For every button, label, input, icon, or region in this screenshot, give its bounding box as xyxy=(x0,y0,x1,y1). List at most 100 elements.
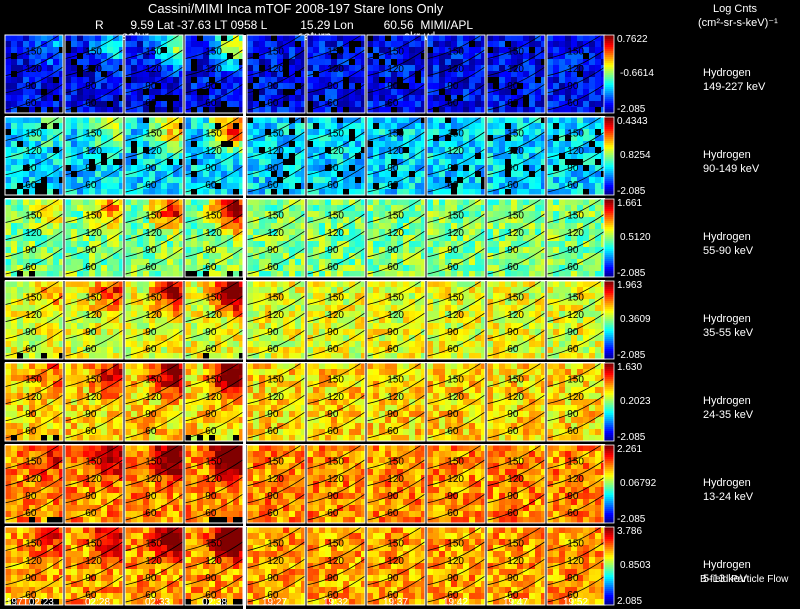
heatmap-cell xyxy=(233,217,239,223)
heatmap-cell xyxy=(185,271,191,277)
contour-line xyxy=(486,83,546,111)
heatmap-cell xyxy=(547,107,553,113)
heatmap-cell xyxy=(499,147,505,153)
heatmap-cell xyxy=(35,177,41,183)
heatmap-cell xyxy=(415,241,421,247)
heatmap-cell xyxy=(499,165,505,171)
heatmap-cell xyxy=(167,353,173,359)
heatmap-cell xyxy=(95,293,101,299)
heatmap-cell xyxy=(71,171,77,177)
heatmap-cell xyxy=(167,165,173,171)
heatmap-cell xyxy=(373,205,379,211)
heatmap-cell xyxy=(481,101,485,107)
heatmap-cell xyxy=(355,253,361,259)
colorbar-segment xyxy=(604,43,614,45)
heatmap-cell xyxy=(391,53,397,59)
heatmap-cell xyxy=(307,77,313,83)
contour-line xyxy=(546,131,606,159)
heatmap-cell xyxy=(41,177,47,183)
contour-label: 120 xyxy=(447,228,464,239)
heatmap-cell xyxy=(319,101,325,107)
heatmap-cell xyxy=(247,189,253,195)
heatmap-cell xyxy=(253,59,259,65)
heatmap-cell xyxy=(173,47,179,53)
heatmap-cell xyxy=(131,123,137,129)
heatmap-cell xyxy=(499,89,505,95)
heatmap-cell xyxy=(215,205,221,211)
heatmap-cell xyxy=(77,217,83,223)
heatmap-cell xyxy=(595,41,601,47)
heatmap-cell xyxy=(421,35,425,41)
heatmap-cell xyxy=(179,235,183,241)
heatmap-cell xyxy=(397,129,403,135)
heatmap-cell xyxy=(197,65,203,71)
heatmap-cell xyxy=(233,323,239,329)
heatmap-cell xyxy=(227,323,233,329)
heatmap-cell xyxy=(71,259,77,265)
heatmap-cell xyxy=(577,147,583,153)
heatmap-cell xyxy=(47,71,53,77)
heatmap-cell xyxy=(451,89,457,95)
panel-frame xyxy=(426,34,486,114)
heatmap-cell xyxy=(457,135,463,141)
heatmap-cell xyxy=(343,101,349,107)
heatmap-cell xyxy=(29,59,35,65)
heatmap-cell xyxy=(167,183,173,189)
heatmap-cell xyxy=(143,317,149,323)
heatmap-cell xyxy=(161,305,167,311)
heatmap-cell xyxy=(227,281,233,287)
heatmap-cell xyxy=(403,89,409,95)
heatmap-cell xyxy=(367,83,373,89)
colorbar-segment xyxy=(604,229,614,231)
heatmap-cell xyxy=(427,205,433,211)
heatmap-cell xyxy=(319,183,325,189)
heatmap-cell xyxy=(517,71,523,77)
heatmap-cell xyxy=(517,89,523,95)
heatmap-cell xyxy=(439,177,445,183)
heatmap-cell xyxy=(337,129,343,135)
heatmap-cell xyxy=(35,135,41,141)
heatmap-cell xyxy=(547,165,553,171)
heatmap-cell xyxy=(481,117,485,123)
heatmap-cell xyxy=(355,135,361,141)
heatmap-cell xyxy=(391,107,397,113)
heatmap-cell xyxy=(571,183,577,189)
heatmap-cell xyxy=(415,271,421,277)
heatmap-cell xyxy=(185,259,191,265)
heatmap-cell xyxy=(77,53,83,59)
heatmap-cell xyxy=(343,223,349,229)
heatmap-cell xyxy=(209,259,215,265)
contour-label: 60 xyxy=(145,180,157,191)
heatmap-cell xyxy=(47,95,53,101)
heatmap-cell xyxy=(227,71,233,77)
heatmap-cell xyxy=(131,293,137,299)
heatmap-cell xyxy=(71,253,77,259)
heatmap-cell xyxy=(83,53,89,59)
heatmap-cell xyxy=(23,329,29,335)
heatmap-cell xyxy=(427,47,433,53)
heatmap-cell xyxy=(571,53,577,59)
heatmap-cell xyxy=(215,199,221,205)
contour-line xyxy=(124,114,184,141)
heatmap-cell xyxy=(385,241,391,247)
heatmap-cell xyxy=(47,247,53,253)
heatmap-cell xyxy=(559,141,565,147)
heatmap-cell xyxy=(53,287,59,293)
heatmap-cell xyxy=(253,241,259,247)
heatmap-cell xyxy=(71,183,77,189)
heatmap-cell xyxy=(457,205,463,211)
heatmap-cell xyxy=(559,53,565,59)
heatmap-cell xyxy=(209,117,215,123)
heatmap-cell xyxy=(155,189,161,195)
heatmap-cell xyxy=(253,141,259,147)
heatmap-cell xyxy=(403,47,409,53)
contour-line xyxy=(64,83,124,111)
heatmap-cell xyxy=(143,47,149,53)
heatmap-cell xyxy=(197,89,203,95)
heatmap-cell xyxy=(481,129,485,135)
heatmap-cell xyxy=(101,335,107,341)
heatmap-cell xyxy=(113,65,119,71)
heatmap-cell xyxy=(295,299,301,305)
heatmap-cell xyxy=(197,299,203,305)
